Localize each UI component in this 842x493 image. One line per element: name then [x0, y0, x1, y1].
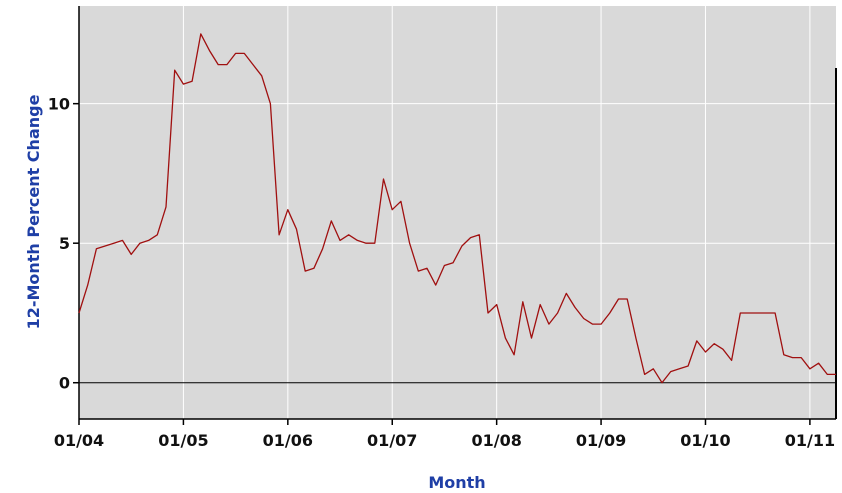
y-tick-label: 0 — [59, 374, 70, 393]
y-ticks: 0 5 10 — [48, 95, 79, 393]
x-tick-label: 01/06 — [263, 431, 313, 450]
x-tick-label: 01/05 — [158, 431, 208, 450]
x-tick-label: 01/09 — [576, 431, 626, 450]
plot-area — [79, 6, 836, 419]
x-axis-title: Month — [428, 473, 485, 492]
y-tick-label: 5 — [59, 234, 70, 253]
x-tick-label: 01/08 — [471, 431, 521, 450]
x-tick-label: 01/04 — [54, 431, 104, 450]
gridlines — [79, 6, 836, 419]
x-tick-label: 01/10 — [680, 431, 730, 450]
y-axis-title: 12-Month Percent Change — [24, 94, 43, 329]
x-ticks: 01/04 01/05 01/06 01/07 01/08 01/09 01/10 01/11 — [54, 419, 835, 450]
series-line — [78, 33, 836, 384]
x-tick-label: 01/07 — [367, 431, 417, 450]
x-tick-label: 01/11 — [785, 431, 835, 450]
y-tick-label: 10 — [48, 95, 70, 114]
